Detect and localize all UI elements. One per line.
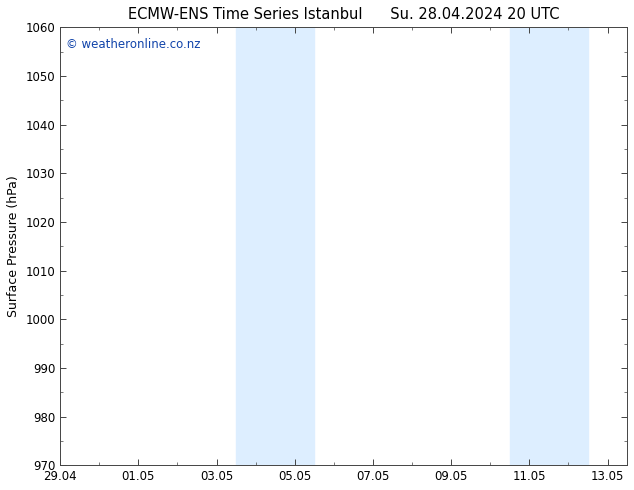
Bar: [236, 27, 314, 465]
Y-axis label: Surface Pressure (hPa): Surface Pressure (hPa): [7, 175, 20, 317]
Bar: [510, 27, 588, 465]
Text: © weatheronline.co.nz: © weatheronline.co.nz: [66, 38, 200, 51]
Title: ECMW-ENS Time Series Istanbul      Su. 28.04.2024 20 UTC: ECMW-ENS Time Series Istanbul Su. 28.04.…: [128, 7, 559, 22]
